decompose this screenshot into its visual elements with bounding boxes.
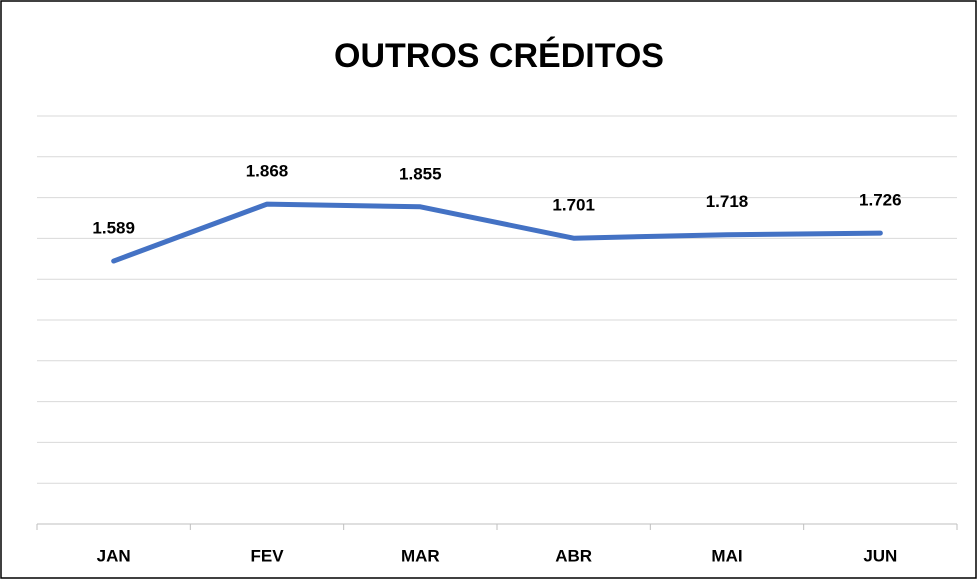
data-label: 1.589 <box>92 219 135 238</box>
x-tick-label: ABR <box>555 546 592 565</box>
data-label: 1.868 <box>246 162 289 181</box>
x-tick-label: FEV <box>250 546 284 565</box>
x-tick-label: MAR <box>401 546 440 565</box>
data-label: 1.718 <box>706 192 749 211</box>
x-tick-label: JAN <box>97 546 131 565</box>
chart-title: OUTROS CRÉDITOS <box>334 37 664 75</box>
line-series <box>111 201 883 264</box>
data-label: 1.726 <box>859 191 902 210</box>
x-tick-label: JUN <box>863 546 897 565</box>
x-tick-label: MAI <box>711 546 742 565</box>
data-label: 1.855 <box>399 164 442 183</box>
data-label: 1.701 <box>552 196 595 215</box>
